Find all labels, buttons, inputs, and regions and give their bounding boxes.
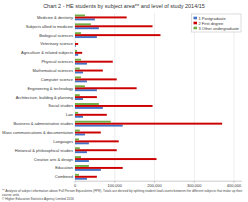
bar	[75, 80, 87, 82]
tick-label: 100,000	[108, 183, 123, 188]
bar	[75, 105, 153, 107]
category-label: Education	[55, 165, 73, 170]
bar	[75, 54, 78, 56]
legend-swatch	[194, 22, 198, 25]
bar	[75, 116, 83, 118]
bar	[75, 68, 80, 70]
bar	[75, 85, 85, 87]
category-label: Subjects allied to medicine	[26, 24, 74, 29]
bar	[75, 130, 80, 132]
bar	[75, 169, 101, 171]
bar	[75, 167, 123, 169]
category-label: Engineering & technology	[27, 86, 73, 91]
grid	[75, 13, 234, 181]
bar	[75, 125, 123, 127]
bar	[75, 142, 89, 144]
bar	[75, 98, 83, 100]
tick-label: 0	[74, 183, 77, 188]
bar	[75, 165, 89, 167]
bar	[75, 112, 78, 114]
bar	[75, 52, 82, 54]
legend-label: 3 Other undergraduate	[199, 26, 240, 31]
grid-line	[234, 13, 235, 181]
bar	[75, 158, 157, 160]
footnote-line: © Higher Education Statistics Agency Lim…	[2, 197, 74, 201]
bar	[75, 140, 119, 142]
category-label: Veterinary science	[40, 41, 73, 46]
bar	[75, 63, 87, 65]
bar	[75, 176, 97, 178]
title: Chart 2 - HE students by subject area** …	[43, 3, 205, 9]
tick-label: 200,000	[147, 183, 162, 188]
category-label: Medicine & dentistry	[37, 15, 73, 20]
bar	[75, 114, 107, 116]
bar	[75, 76, 81, 78]
category-label: Computer science	[41, 77, 74, 82]
bar	[75, 178, 87, 180]
category-label: Languages	[53, 139, 73, 144]
bar	[75, 45, 76, 47]
tick-label: 300,000	[187, 183, 202, 188]
category-label: Biological sciences	[39, 33, 73, 38]
bar	[75, 160, 89, 162]
bar	[75, 59, 81, 61]
bar	[75, 32, 81, 34]
bar	[75, 87, 137, 89]
bar	[75, 94, 80, 96]
tick-label: 400,000	[227, 183, 242, 188]
bar	[75, 36, 97, 38]
bar	[75, 27, 99, 29]
bar	[75, 147, 80, 149]
grid-line	[154, 13, 155, 181]
bar	[75, 149, 117, 151]
category-label: Architecture, building & planning	[16, 95, 73, 100]
category-label: Mass communications & documentation	[2, 130, 73, 135]
category-label: Physical sciences	[41, 59, 73, 64]
bar	[75, 15, 85, 17]
category-label: Social studies	[48, 103, 73, 108]
grid-line	[114, 13, 115, 181]
footnote-line: ** Analysis of subject information above…	[2, 189, 243, 193]
bar	[75, 50, 77, 52]
category-label: Agriculture & related subjects	[21, 50, 73, 55]
category-label: Business & administrative studies	[13, 121, 73, 126]
bar	[75, 132, 101, 134]
category-label: Historical & philosophical studies	[15, 148, 73, 153]
legend: 1 Postgraduate2 First degree3 Other unde…	[192, 14, 241, 32]
category-label: Creative arts & design	[34, 157, 73, 162]
bar	[75, 43, 78, 45]
legend-box	[192, 14, 241, 32]
bar	[75, 103, 99, 105]
bar	[75, 23, 91, 25]
bar	[75, 34, 160, 36]
bar	[75, 78, 117, 80]
legend-swatch	[194, 17, 198, 20]
bar	[75, 61, 113, 63]
chart: Chart 2 - HE students by subject area** …	[0, 0, 248, 202]
bar	[75, 174, 79, 176]
bars	[75, 15, 222, 180]
bar	[75, 107, 103, 109]
bar	[75, 18, 95, 20]
bar	[75, 70, 103, 72]
bar	[75, 138, 79, 140]
category-label: Law	[66, 112, 73, 117]
category-label: Mathematical sciences	[33, 68, 73, 73]
bar	[75, 25, 153, 27]
x-axis	[75, 181, 242, 182]
legend-swatch	[194, 27, 198, 30]
bar	[75, 121, 111, 123]
bar	[75, 133, 85, 135]
bar	[75, 16, 127, 18]
bar	[75, 123, 222, 125]
bar	[75, 151, 87, 153]
bar	[75, 156, 81, 158]
bar	[75, 72, 83, 74]
bar	[75, 96, 97, 98]
category-label: Combined	[55, 174, 73, 179]
bar	[75, 41, 76, 43]
footnote: © Higher Education Statistics Agency Lim…	[2, 197, 74, 201]
bar	[75, 89, 97, 91]
grid-line	[194, 13, 195, 181]
